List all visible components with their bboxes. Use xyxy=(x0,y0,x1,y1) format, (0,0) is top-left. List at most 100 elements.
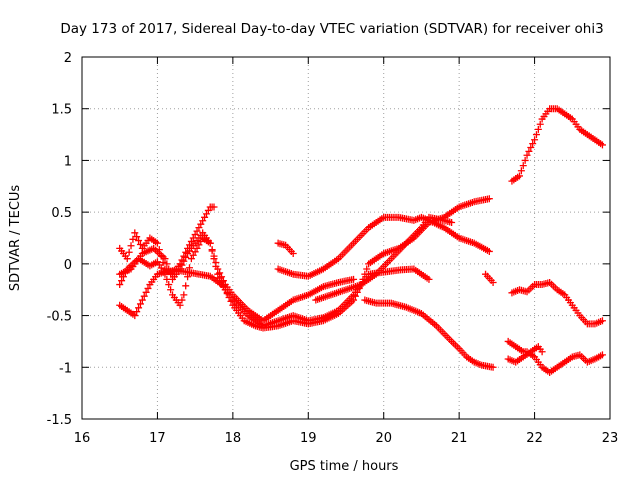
data-point-marker xyxy=(225,293,233,301)
data-point-marker xyxy=(448,218,456,226)
y-tick-label: 1 xyxy=(64,154,72,169)
series-arc-9 xyxy=(482,270,497,286)
data-point-marker xyxy=(536,120,544,128)
data-point-marker xyxy=(350,296,358,304)
x-tick-label: 17 xyxy=(149,431,166,446)
data-point-marker xyxy=(598,351,606,359)
data-point-marker xyxy=(485,195,493,203)
data-point-marker xyxy=(140,292,148,300)
data-point-marker xyxy=(363,265,371,273)
x-tick-label: 23 xyxy=(602,431,619,446)
data-point-marker xyxy=(227,297,235,305)
data-point-marker xyxy=(351,292,359,300)
data-point-marker xyxy=(216,274,224,282)
data-point-marker xyxy=(489,363,497,371)
data-point-marker xyxy=(221,286,229,294)
y-axis-label: SDTVAR / TECUs xyxy=(8,185,23,292)
series-arc-13 xyxy=(504,343,546,366)
y-tick-label: 0.5 xyxy=(51,206,72,221)
data-point-marker xyxy=(212,262,220,270)
data-point-marker xyxy=(136,300,144,308)
data-point-marker xyxy=(133,308,141,316)
y-tick-label: -1 xyxy=(59,361,72,376)
y-tick-label: 1.5 xyxy=(51,103,72,118)
data-point-marker xyxy=(353,288,361,296)
data-point-marker xyxy=(218,278,226,286)
data-point-marker xyxy=(289,250,297,258)
series-arc-11 xyxy=(508,278,606,328)
data-point-marker xyxy=(210,255,218,263)
data-point-marker xyxy=(136,240,144,248)
data-point-marker xyxy=(489,278,497,286)
data-point-marker xyxy=(138,296,146,304)
data-point-marker xyxy=(214,270,222,278)
series-arc-8 xyxy=(361,296,497,371)
data-point-marker xyxy=(161,255,169,263)
data-point-marker xyxy=(182,282,190,290)
y-tick-label: 0 xyxy=(64,258,72,273)
x-axis-label: GPS time / hours xyxy=(290,459,399,474)
data-point-marker xyxy=(116,281,124,289)
data-point-marker xyxy=(131,229,139,237)
data-point-marker xyxy=(210,203,218,211)
chart-title: Day 173 of 2017, Sidereal Day-to-day VTE… xyxy=(60,21,603,37)
data-point-marker xyxy=(165,281,173,289)
data-point-marker xyxy=(142,288,150,296)
data-point-marker xyxy=(167,286,175,294)
x-tick-label: 20 xyxy=(375,431,392,446)
data-point-marker xyxy=(165,265,173,273)
y-tick-label: -1.5 xyxy=(47,413,72,428)
data-point-marker xyxy=(515,172,523,180)
data-point-marker xyxy=(178,296,186,304)
data-point-marker xyxy=(123,255,131,263)
data-point-marker xyxy=(206,239,214,247)
data-point-marker xyxy=(598,141,606,149)
data-point-marker xyxy=(118,277,126,285)
data-point-marker xyxy=(525,147,533,155)
data-point-marker xyxy=(208,247,216,255)
data-point-marker xyxy=(153,239,161,247)
plot-frame xyxy=(81,56,611,420)
data-point-marker xyxy=(135,304,143,312)
series-arc-12 xyxy=(504,337,606,376)
data-point-marker xyxy=(131,312,139,320)
data-point-marker xyxy=(529,140,537,148)
data-point-marker xyxy=(425,275,433,283)
series-arc-5 xyxy=(274,239,297,258)
data-point-marker xyxy=(534,125,542,133)
data-point-marker xyxy=(180,291,188,299)
data-point-marker xyxy=(350,275,358,283)
data-point-marker xyxy=(127,242,135,250)
data-point-marker xyxy=(163,260,171,268)
data-point-marker xyxy=(125,248,133,256)
data-point-marker xyxy=(532,131,540,139)
data-point-marker xyxy=(598,317,606,325)
data-point-marker xyxy=(176,301,184,309)
data-point-marker xyxy=(135,237,143,245)
data-point-marker xyxy=(182,253,190,261)
data-point-marker xyxy=(531,136,539,144)
data-point-marker xyxy=(538,348,546,356)
x-tick-label: 18 xyxy=(225,431,242,446)
data-point-marker xyxy=(129,235,137,243)
data-point-marker xyxy=(517,167,525,175)
data-point-marker xyxy=(176,265,184,273)
data-point-marker xyxy=(219,282,227,290)
x-tick-label: 19 xyxy=(300,431,317,446)
data-point-marker xyxy=(527,144,535,151)
data-point-marker xyxy=(521,156,529,164)
axis-ticks: 16 17 18 19 20 21 22 23 -1.5 -1 -0.5 0 0.5 1 1.5 2 xyxy=(47,51,619,446)
series-arc-10 xyxy=(508,105,606,185)
data-point-marker xyxy=(178,261,186,269)
series-arc-7 xyxy=(312,213,456,304)
data-point-marker xyxy=(519,162,527,170)
data-points xyxy=(116,105,606,376)
y-tick-label: 2 xyxy=(64,51,72,66)
series-arc-4 xyxy=(116,195,493,332)
data-point-marker xyxy=(144,284,152,292)
x-tick-label: 22 xyxy=(526,431,543,446)
data-point-marker xyxy=(180,257,188,265)
y-tick-label: -0.5 xyxy=(47,310,72,325)
